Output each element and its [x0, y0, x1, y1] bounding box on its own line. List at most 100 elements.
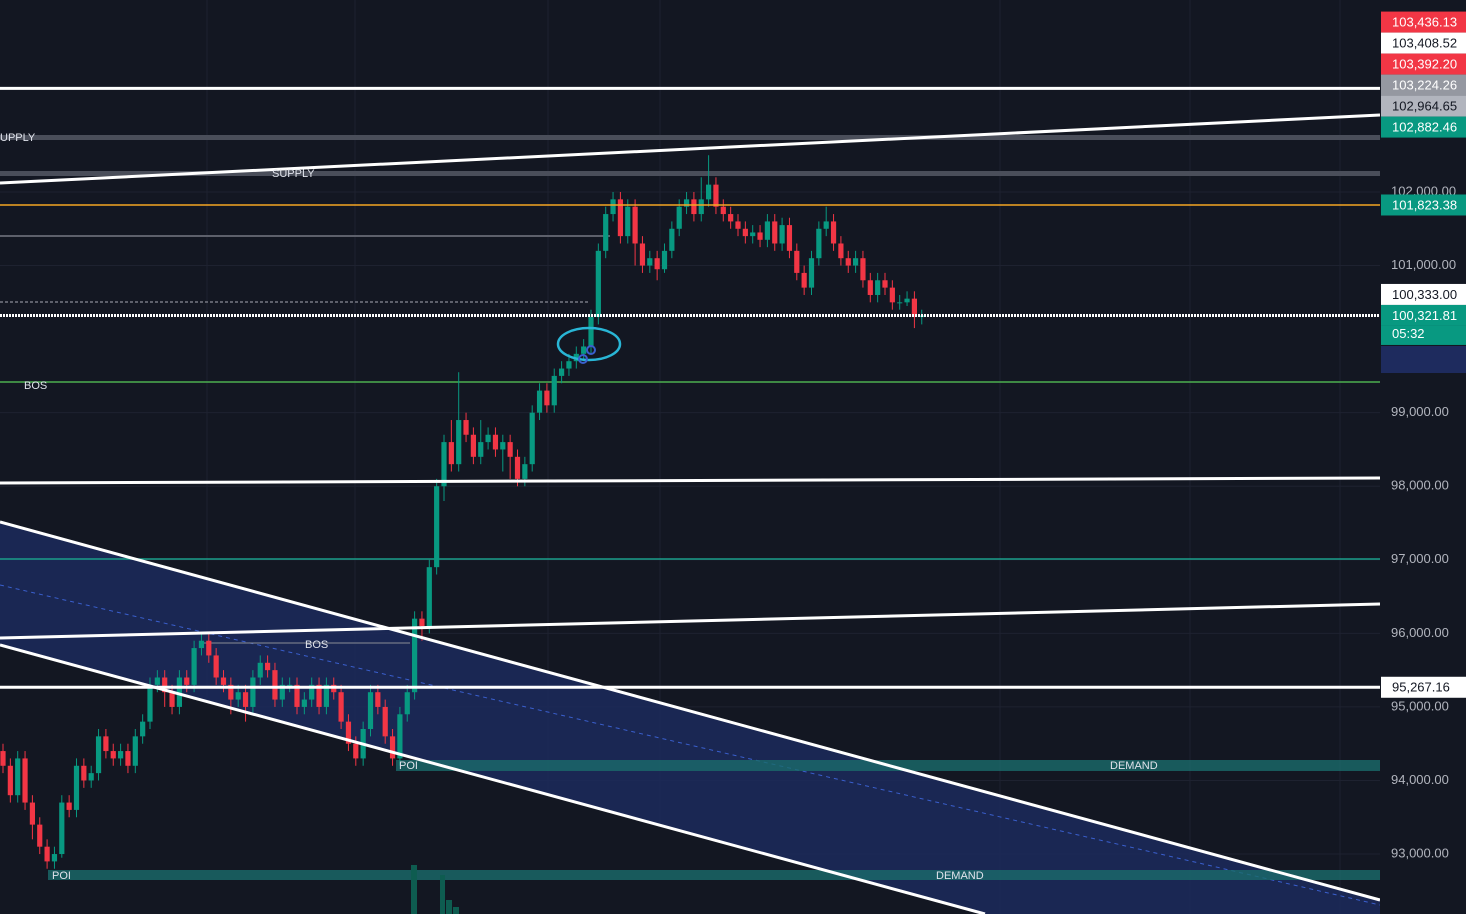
candle-body — [816, 228, 822, 259]
candle-body — [441, 442, 447, 487]
annotation: BOS — [24, 380, 47, 392]
price-tag — [1381, 194, 1466, 216]
price-tag-label: 102,964.65 — [1392, 99, 1457, 114]
candle-body — [845, 258, 851, 266]
candle-body — [95, 736, 102, 774]
candle-body — [242, 692, 249, 707]
candle-body — [198, 640, 205, 649]
candle-body — [485, 434, 491, 443]
price-levels — [0, 86, 1380, 689]
price-tag — [1381, 53, 1466, 75]
y-tick-label: 94,000.00 — [1391, 772, 1449, 787]
candle-body — [456, 420, 462, 465]
candle-body — [566, 361, 572, 369]
candle-body — [73, 765, 80, 810]
candle-body — [154, 677, 160, 685]
candle-body — [419, 618, 425, 627]
candle-body — [59, 802, 65, 855]
annotation: UPPLY — [0, 132, 36, 144]
candle-body — [81, 765, 87, 781]
candle-body — [287, 684, 293, 686]
candle-body — [22, 758, 28, 803]
candle-body — [507, 442, 513, 457]
candle-body — [7, 765, 13, 796]
annotation: POI — [52, 870, 71, 882]
candle-body — [37, 824, 43, 847]
price-tag — [1381, 304, 1466, 326]
candle-body — [647, 258, 653, 266]
candle-body — [228, 684, 234, 700]
annotation: SUPPLY — [272, 168, 315, 180]
candle-body — [676, 206, 682, 229]
annotation: DEMAND — [936, 870, 984, 882]
candle-body — [492, 434, 499, 450]
candle-body — [536, 390, 543, 413]
candle-body — [412, 618, 418, 693]
candle-body — [794, 250, 800, 273]
highlight-ellipse — [556, 326, 622, 362]
candle-body — [559, 368, 565, 376]
candle-body — [514, 456, 521, 479]
candle-body — [551, 375, 557, 406]
supply-zone — [0, 171, 1380, 176]
price-tag — [1381, 74, 1466, 96]
candle-body — [698, 199, 704, 215]
candle-body — [882, 280, 888, 288]
candle-body — [323, 684, 329, 707]
price-tag-label: 103,408.52 — [1392, 36, 1457, 51]
price-tag-label: 102,882.46 — [1392, 120, 1457, 135]
candle-body — [316, 684, 322, 707]
candle-body — [478, 442, 484, 457]
candle-body — [911, 298, 917, 318]
candle-body — [654, 258, 660, 270]
candle-body — [897, 302, 903, 304]
candle-body — [191, 648, 197, 685]
candle-body — [823, 221, 829, 229]
candle-body — [595, 250, 601, 318]
candle-body — [757, 232, 763, 240]
candle-body — [706, 184, 712, 200]
y-tick-label: 96,000.00 — [1391, 625, 1449, 640]
price-tag — [1381, 283, 1466, 305]
candle-body — [404, 692, 410, 715]
candle-body — [389, 736, 396, 759]
price-tag-label: 103,224.26 — [1392, 78, 1457, 93]
price-tag-label: 101,823.38 — [1392, 197, 1457, 212]
candle-body — [367, 692, 374, 729]
candle-body — [470, 434, 476, 457]
candle-body — [88, 773, 94, 781]
candle-body — [265, 662, 271, 671]
candle-body — [434, 486, 440, 568]
y-tick-label: 99,000.00 — [1391, 404, 1449, 419]
price-tag-label: 103,392.20 — [1392, 57, 1457, 72]
countdown: 05:32 — [1392, 326, 1425, 341]
countdown-box — [1381, 325, 1466, 345]
candle-body — [15, 758, 21, 796]
candle-body — [581, 346, 587, 354]
price-tag — [1381, 95, 1466, 117]
candle-body — [639, 243, 646, 266]
candle-body — [772, 221, 778, 244]
candle-body — [353, 743, 359, 759]
price-tag-label: 100,321.81 — [1392, 308, 1457, 323]
candle-body — [206, 640, 212, 656]
candle-body — [29, 802, 35, 825]
candle-body — [147, 684, 153, 722]
demand-zone — [48, 870, 1380, 880]
annotation: DEMAND — [1110, 760, 1158, 772]
candle-body — [853, 258, 859, 266]
candle-body — [213, 655, 219, 678]
candle-body — [220, 677, 227, 685]
candle-body — [786, 225, 793, 251]
candle-body — [529, 412, 535, 465]
candle-body — [867, 280, 873, 295]
candle-body — [875, 280, 881, 295]
candle-body — [522, 464, 528, 479]
marker — [578, 354, 588, 364]
candle-body — [375, 692, 381, 707]
candle-body — [720, 206, 726, 215]
marker — [586, 345, 596, 355]
candle-body — [683, 199, 690, 207]
candle-body — [309, 684, 315, 700]
